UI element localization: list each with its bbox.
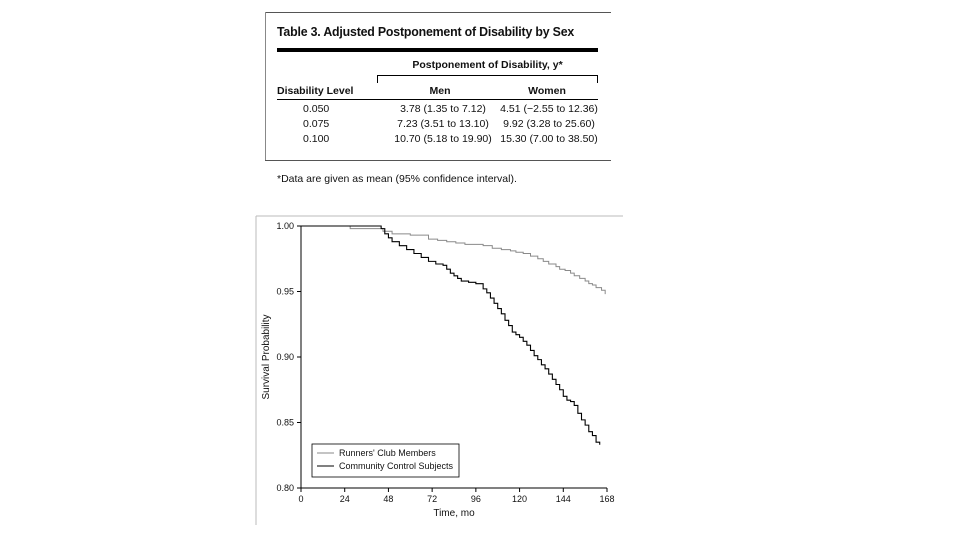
table-thick-rule [277,48,598,52]
cell-level: 0.100 [303,133,330,145]
column-header-text: Men [429,85,451,97]
x-tick-label: 0 [298,494,303,504]
series-line-runners [301,225,606,295]
column-spanner: Postponement of Disability, y* [412,59,563,71]
x-tick-label: 96 [471,494,481,504]
table-bottom-rule [265,160,611,161]
column-header-text: Disability Level [277,85,354,97]
cell-men: 7.23 (3.51 to 13.10) [397,118,489,130]
legend-entry: Community Control Subjects [339,461,454,471]
y-tick-label: 1.00 [276,221,294,231]
column-header-text: Women [528,85,566,97]
x-tick-label: 168 [599,494,614,504]
series-line-controls [301,225,601,445]
cell-level: 0.075 [303,118,330,130]
y-tick-label: 0.90 [276,352,294,362]
table-left-rule [265,12,266,160]
x-tick-label: 24 [340,494,350,504]
table-3: Table 3. Adjusted Postponement of Disabi… [265,12,611,192]
x-tick-label: 48 [383,494,393,504]
y-tick-label: 0.85 [276,418,294,428]
legend-entry: Runners' Club Members [339,448,436,458]
cell-level: 0.050 [303,103,330,115]
header-rule [277,99,598,100]
survival-chart: 1.00 0.95 0.90 0.85 0.80 0 24 48 72 96 120 144 168 Ti… [255,215,623,525]
y-tick-label: 0.80 [276,483,294,493]
legend-box [311,443,460,478]
cell-men: 3.78 (1.35 to 7.12) [400,103,486,115]
y-tick-label: 0.95 [276,287,294,297]
cell-women: 15.30 (7.00 to 38.50) [500,133,598,145]
x-tick-label: 120 [512,494,527,504]
plot-area: 1.00 0.95 0.90 0.85 0.80 0 24 48 72 96 120 144 168 Ti… [261,221,615,519]
y-axis-label: Survival Probability [261,314,272,399]
x-tick-label: 144 [556,494,571,504]
table-footnote: *Data are given as mean (95% confidence … [277,173,517,185]
cell-men: 10.70 (5.18 to 19.90) [394,133,492,145]
x-tick-label: 72 [427,494,437,504]
column-header-disability-level: Disability Level [277,85,353,97]
x-axis-label: Time, mo [433,508,475,519]
cell-women: 4.51 (−2.55 to 12.36) [500,103,598,115]
table-top-rule [265,12,611,13]
table-title: Table 3. Adjusted Postponement of Disabi… [277,24,575,39]
cell-women: 9.92 (3.28 to 25.60) [503,118,595,130]
spanner-bracket [377,75,598,83]
